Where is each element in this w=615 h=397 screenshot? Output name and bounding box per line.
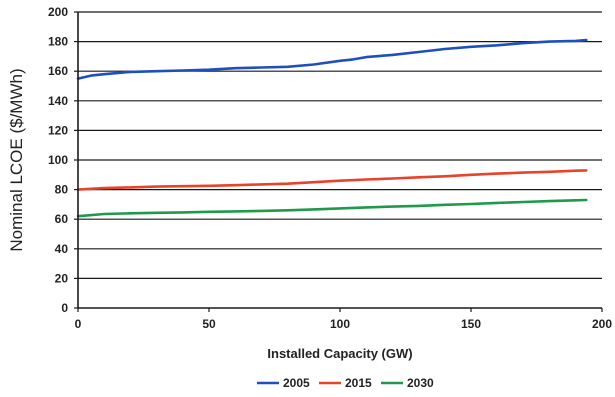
legend: 2005 2015 2030 [257,376,434,390]
y-tick-label: 200 [48,5,68,19]
y-tick-label: 160 [48,64,68,78]
y-tick-label: 40 [55,242,69,256]
series-lines [76,38,588,218]
x-tick-label: 100 [330,317,350,331]
y-tick-label: 180 [48,35,68,49]
series-line-2015 [76,169,588,191]
legend-label-2030: 2030 [407,376,434,390]
x-tick-label: 50 [202,317,216,331]
legend-label-2005: 2005 [283,376,310,390]
y-tick-label: 20 [55,271,69,285]
series-line-2005 [76,38,588,80]
x-tick-label: 0 [75,317,82,331]
y-tick-label: 80 [55,183,69,197]
series-line-2030 [76,198,588,218]
y-tick-label: 120 [48,123,68,137]
x-tick-label: 200 [592,317,612,331]
y-tick-label: 140 [48,94,68,108]
axes [74,11,603,312]
legend-label-2015: 2015 [345,376,372,390]
x-tick-label: 150 [461,317,481,331]
x-axis-title: Installed Capacity (GW) [267,346,412,361]
y-tick-label: 100 [48,153,68,167]
gridlines [78,11,602,279]
y-tick-labels: 0 20 40 60 80 100 120 140 160 180 200 [48,5,68,315]
y-axis-title: Nominal LCOE ($/MWh) [7,68,26,251]
y-tick-label: 0 [61,301,68,315]
x-tick-labels: 0 50 100 150 200 [75,317,613,331]
y-tick-label: 60 [55,212,69,226]
